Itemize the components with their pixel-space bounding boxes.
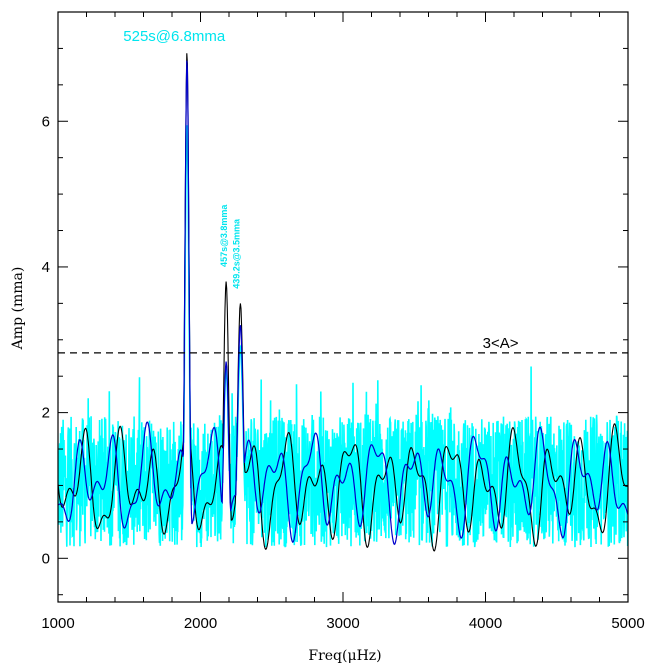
series-line-black xyxy=(58,53,628,552)
x-axis-title: Freq(μHz) xyxy=(308,648,381,664)
x-tick-label: 4000 xyxy=(469,615,502,632)
series-line-blue xyxy=(58,60,628,546)
y-tick-label: 6 xyxy=(42,113,50,130)
x-tick-label: 3000 xyxy=(326,615,359,632)
y-axis-title: Amp (mma) xyxy=(10,267,26,351)
annotation-label-1: 525s@6.8mma xyxy=(123,28,226,45)
annotation-label-3: 439.2s@3.5mma xyxy=(232,218,242,289)
threshold-label: 3<A> xyxy=(483,335,519,352)
x-tick-label: 2000 xyxy=(184,615,217,632)
annotation-label-2: 457s@3.8mma xyxy=(219,204,229,267)
series-group xyxy=(58,53,628,552)
series-line-cyan xyxy=(58,125,628,548)
x-tick-label: 5000 xyxy=(611,615,644,632)
y-tick-label: 0 xyxy=(42,550,50,567)
x-tick-label: 1000 xyxy=(41,615,74,632)
y-tick-label: 2 xyxy=(42,405,50,422)
y-tick-label: 4 xyxy=(42,259,50,276)
axes: 1000 2000 3000 4000 5000 0 2 4 6 xyxy=(41,11,645,632)
plot-area: 3<A> 525s@6.8mma 457s@3.8mma 439.2s@3.5mma xyxy=(58,28,628,552)
